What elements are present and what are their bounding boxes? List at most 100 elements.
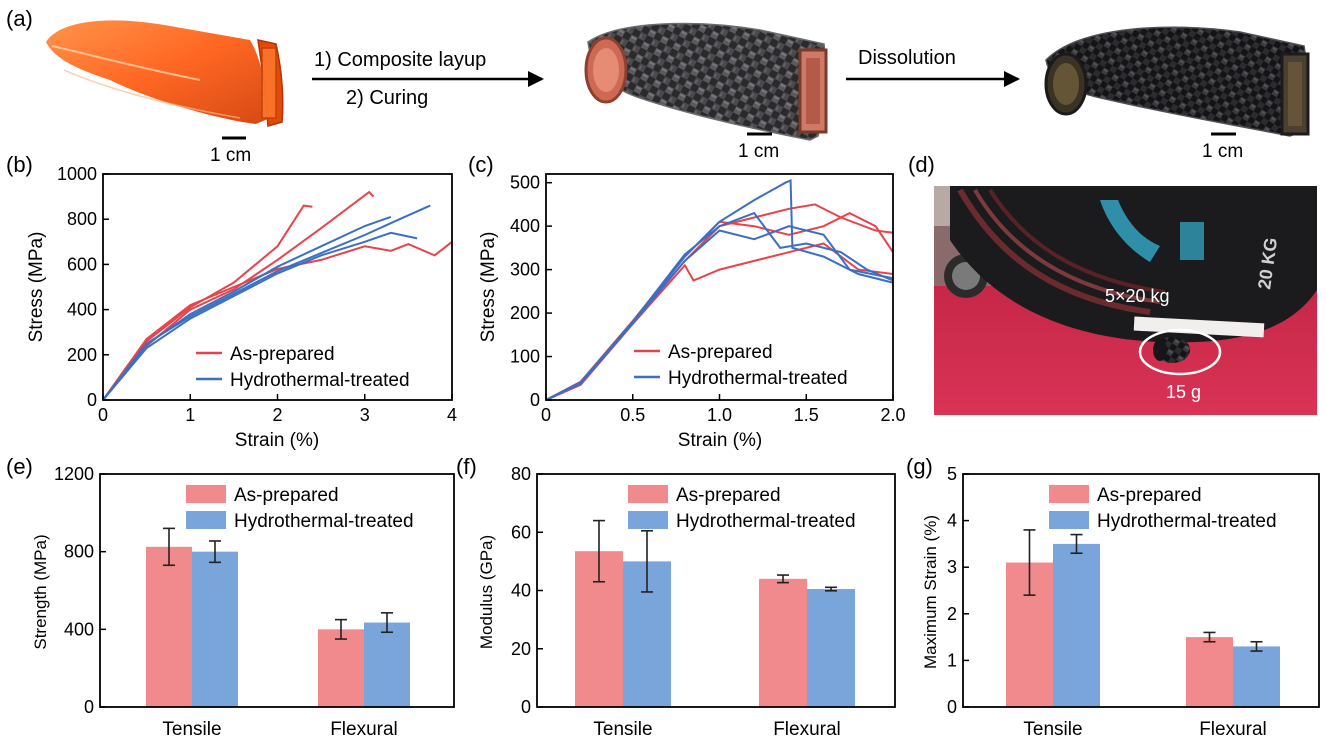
plot-frame xyxy=(102,173,453,401)
legend-label-1: As-prepared xyxy=(230,344,335,365)
x-tick-label: 4 xyxy=(447,405,457,425)
panel-a: (a) 1 cm 1) Composite layup 2) Curing 1 … xyxy=(6,6,1310,166)
chart-b-ylabel: Stress (MPa) xyxy=(26,232,47,343)
y-tick-label: 600 xyxy=(67,254,97,274)
scale-label-3: 1 cm xyxy=(1202,141,1243,162)
y-tick-label: 1200 xyxy=(54,464,94,484)
legend-label-2: Hydrothermal-treated xyxy=(234,511,414,532)
y-tick-label: 800 xyxy=(64,542,94,562)
y-tick-label: 200 xyxy=(67,345,97,365)
category-label: Tensile xyxy=(593,719,652,738)
y-tick-label: 400 xyxy=(64,619,94,639)
chart-g-plot: Tensile Flexural 0 1 2 3 4 5 As-prepared Hydrothe… xyxy=(947,464,1320,738)
chart-e-plot: Tensile Flexural 0 400 800 1200 As-prepared Hyd… xyxy=(54,464,455,738)
y-tick-label: 800 xyxy=(67,209,97,229)
y-tick-label: 5 xyxy=(947,464,957,484)
chart-f: (f) Modulus (GPa) Tensile Flexural 0 20 40 60… xyxy=(456,454,896,738)
panel-label-d: (d) xyxy=(908,152,935,177)
panel-label-b: (b) xyxy=(6,152,33,177)
chart-e-ylabel: Strength (MPa) xyxy=(31,534,50,649)
legend-swatch-2 xyxy=(186,511,226,529)
y-tick-label: 100 xyxy=(510,347,540,367)
y-tick-label: 0 xyxy=(947,697,957,717)
chart-f-plot: Tensile Flexural 0 20 40 60 80 As-prepared Hydro… xyxy=(511,464,896,738)
process-step-3: Dissolution xyxy=(858,47,956,69)
y-tick-label: 0 xyxy=(530,390,540,410)
x-tick-label: 2 xyxy=(272,405,282,425)
arrowhead-1 xyxy=(528,71,544,87)
chart-c-xlabel: Strain (%) xyxy=(678,430,762,451)
bar-flexural-as-prepared xyxy=(318,629,364,707)
bar-flexural-hydrothermal xyxy=(364,622,410,707)
scale-label-1: 1 cm xyxy=(210,145,251,166)
bar-flexural-as-prepared xyxy=(759,578,807,707)
y-tick-label: 200 xyxy=(510,303,540,323)
plot-frame xyxy=(545,173,894,401)
weight-label: 5×20 kg xyxy=(1105,286,1170,306)
scale-label-2: 1 cm xyxy=(738,141,779,162)
series-line-2 xyxy=(103,190,375,400)
panel-d: (d) 20 KG 5×20 kg 15 g xyxy=(908,152,1317,415)
y-tick-label: 400 xyxy=(510,216,540,236)
series-line-1 xyxy=(103,204,313,400)
category-label: Flexural xyxy=(330,719,398,738)
bar-flexural-hydrothermal xyxy=(1233,646,1280,707)
highlight-ellipse xyxy=(1138,328,1222,376)
legend-swatch-2 xyxy=(628,511,668,529)
chart-g-ylabel: Maximum Strain (%) xyxy=(921,515,940,669)
chart-e: (e) Strength (MPa) Tensile Flexural 0 400 80… xyxy=(6,454,455,738)
panel-label-e: (e) xyxy=(6,454,33,479)
series-line-6 xyxy=(546,211,893,400)
category-label: Tensile xyxy=(1023,719,1082,738)
gb-lines xyxy=(103,190,452,400)
series-line-6 xyxy=(103,215,392,400)
x-tick-label: 0.5 xyxy=(620,405,645,425)
x-tick-label: 0 xyxy=(98,405,108,425)
panel-label-c: (c) xyxy=(468,152,494,177)
arrowhead-2 xyxy=(1004,71,1020,87)
plot-frame xyxy=(99,473,455,708)
composite-with-mold-photo xyxy=(584,22,828,141)
y-tick-label: 1 xyxy=(947,650,957,670)
bar-tensile-hydrothermal xyxy=(192,551,238,707)
y-tick-label: 40 xyxy=(511,581,531,601)
legend-label-2: Hydrothermal-treated xyxy=(230,370,410,391)
chart-f-ylabel: Modulus (GPa) xyxy=(477,535,496,649)
panel-label-a: (a) xyxy=(6,6,33,31)
weight-test-photo: 20 KG xyxy=(934,186,1317,415)
legend-label-1: As-prepared xyxy=(1097,485,1202,506)
category-label: Flexural xyxy=(1199,719,1267,738)
x-tick-label: 1.5 xyxy=(794,405,819,425)
panel-label-g: (g) xyxy=(906,454,933,479)
legend-label-1: As-prepared xyxy=(668,342,773,363)
chart-c-plot: 0 0.5 1.0 1.5 2.0 0 100 200 300 400 500 As-prepared… xyxy=(510,173,906,425)
legend-swatch-2 xyxy=(1049,511,1089,529)
category-label: Flexural xyxy=(773,719,841,738)
y-tick-label: 0 xyxy=(87,390,97,410)
plot-frame xyxy=(962,473,1320,708)
chart-b-xlabel: Strain (%) xyxy=(235,430,319,451)
y-tick-label: 80 xyxy=(511,464,531,484)
hollow-composite-photo xyxy=(1044,26,1310,137)
bar-flexural-hydrothermal xyxy=(807,589,855,707)
process-step-1: 1) Composite layup xyxy=(314,49,486,71)
gc-lines xyxy=(546,179,893,400)
legend-swatch-1 xyxy=(628,485,668,503)
bar-tensile-as-prepared xyxy=(146,546,192,707)
chart-b-plot: 0 1 2 3 4 0 200 400 600 800 1000 As-prepared Hydroth… xyxy=(57,164,457,425)
legend-label-2: Hydrothermal-treated xyxy=(676,511,856,532)
process-step-2: 2) Curing xyxy=(346,87,428,109)
mass-label: 15 g xyxy=(1166,382,1201,402)
bar-flexural-as-prepared xyxy=(1186,637,1233,707)
legend-label-2: Hydrothermal-treated xyxy=(668,368,848,389)
chart-g: (g) Maximum Strain (%) Tensile Flexural 0 1… xyxy=(906,454,1320,738)
y-tick-label: 0 xyxy=(84,697,94,717)
y-tick-label: 400 xyxy=(67,300,97,320)
y-tick-label: 1000 xyxy=(57,164,97,184)
x-tick-label: 3 xyxy=(360,405,370,425)
x-tick-label: 2.0 xyxy=(880,405,905,425)
y-tick-label: 300 xyxy=(510,260,540,280)
y-tick-label: 4 xyxy=(947,511,957,531)
y-tick-label: 3 xyxy=(947,557,957,577)
chart-b: (b) Stress (MPa) Strain (%) 0 1 2 3 4 0 200 400… xyxy=(6,152,457,451)
